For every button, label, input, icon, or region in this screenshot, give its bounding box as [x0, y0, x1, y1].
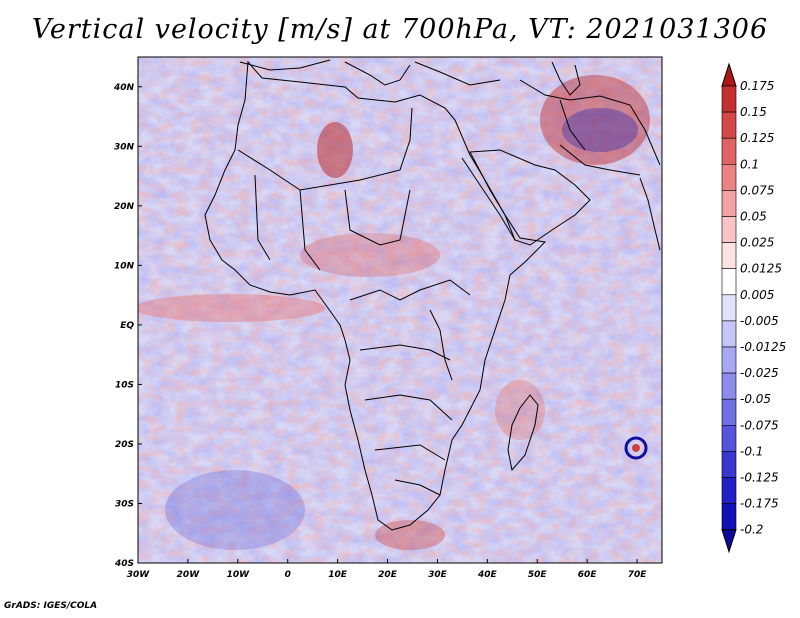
- colorbar-level-label: -0.005: [740, 314, 779, 328]
- colorbar-level-label: -0.1: [740, 444, 763, 458]
- colorbar-box: [721, 85, 737, 113]
- lat-tick-label: 20S: [115, 440, 134, 450]
- lon-tick-label: 40E: [477, 570, 498, 580]
- lat-tick-label: 30S: [115, 499, 134, 509]
- sahara-ascent: [317, 122, 353, 178]
- colorbar-box: [721, 111, 737, 139]
- mozambique-ascent: [495, 380, 545, 440]
- colorbar-box: [721, 164, 737, 191]
- sahel-ascent: [300, 233, 440, 277]
- colorbar-labels: 0.175 0.15 0.125 0.1 0.075 0.05 0.025 0.0125 0.0…: [740, 79, 786, 537]
- colorbar-level-label: 0.125: [740, 131, 774, 145]
- colorbar-top-arrow: [721, 62, 737, 87]
- lon-tick-label: 70E: [628, 570, 648, 580]
- colorbar-box: [721, 320, 737, 348]
- colorbar-level-label: 0.175: [740, 79, 774, 93]
- map-title: Vertical velocity [m/s] at 700hPa, VT: 2…: [31, 14, 769, 45]
- colorbar-level-label: 0.1: [740, 157, 759, 171]
- lat-tick-label: 10S: [115, 380, 134, 390]
- colorbar-level-label: 0.075: [740, 183, 774, 197]
- lon-tick-label: 20W: [177, 570, 201, 580]
- colorbar-box: [721, 268, 737, 296]
- karoo-ascent: [375, 520, 445, 550]
- lat-tick-label: 10N: [114, 261, 135, 271]
- colorbar-box: [721, 451, 737, 478]
- iran-descent: [562, 108, 638, 152]
- itcz-band: [138, 294, 325, 322]
- velocity-field: [138, 57, 662, 563]
- colorbar-boxes: [721, 62, 737, 554]
- lon-tick-label: 30E: [428, 570, 448, 580]
- colorbar-box: [721, 372, 737, 400]
- longitude-axis: 30W 20W 10W 0 10E 20E 30E 40E 50E 60E 70E: [127, 559, 647, 580]
- colorbar-level-label: -0.075: [740, 418, 779, 432]
- lat-tick-label: 20N: [114, 202, 135, 212]
- colorbar-bottom-arrow: [721, 529, 737, 554]
- lon-tick-label: 50E: [528, 570, 548, 580]
- colorbar-level-label: 0.15: [740, 105, 767, 119]
- colorbar-box: [721, 503, 737, 531]
- grads-credit: GrADS: IGES/COLA: [4, 601, 98, 611]
- colorbar-level-label: -0.125: [740, 471, 779, 485]
- colorbar-box: [721, 346, 737, 374]
- coastlines-borders: [204, 59, 661, 531]
- lon-tick-label: 10E: [328, 570, 348, 580]
- colorbar-level-label: 0.05: [740, 210, 767, 224]
- colorbar-level-label: -0.2: [740, 523, 763, 537]
- colorbar-box: [721, 424, 737, 452]
- lon-tick-label: 30W: [127, 570, 151, 580]
- colorbar-level-label: -0.05: [740, 392, 771, 406]
- iran-ascent: [540, 75, 650, 165]
- colorbar-box: [721, 216, 737, 243]
- colorbar-level-label: 0.005: [740, 288, 774, 302]
- cyclone-eye: [632, 444, 640, 452]
- colorbar-box: [721, 137, 737, 165]
- lat-tick-label: EQ: [120, 321, 134, 331]
- southatlantic-swirl: [165, 470, 305, 550]
- colorbar-box: [721, 398, 737, 426]
- lon-tick-label: 10W: [227, 570, 251, 580]
- lon-tick-label: 60E: [578, 570, 598, 580]
- colorbar-box: [721, 242, 737, 270]
- colorbar-box: [721, 477, 737, 504]
- lat-tick-label: 40N: [113, 83, 135, 93]
- colorbar-level-label: 0.025: [740, 236, 774, 250]
- colorbar-level-label: -0.0125: [740, 340, 786, 354]
- colorbar-box: [721, 190, 737, 217]
- lat-tick-label: 40S: [114, 559, 134, 569]
- lat-tick-label: 30N: [114, 142, 135, 152]
- lon-tick-label: 20E: [378, 570, 398, 580]
- colorbar-level-label: -0.175: [740, 497, 779, 511]
- lon-tick-label: 0: [285, 570, 291, 580]
- plot-frame: [137, 56, 663, 564]
- cyclone-center: [624, 436, 648, 460]
- colorbar-level-label: -0.025: [740, 366, 779, 380]
- latitude-axis: 40N 30N 20N 10N EQ 10S 20S 30S 40S: [113, 83, 142, 569]
- colorbar-box: [721, 294, 737, 322]
- colorbar-level-label: 0.0125: [740, 262, 782, 276]
